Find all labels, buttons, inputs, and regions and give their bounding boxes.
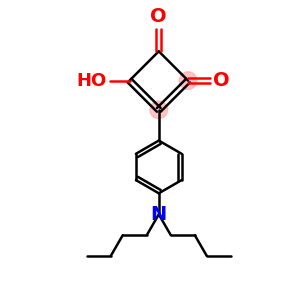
Circle shape bbox=[150, 101, 168, 118]
Text: N: N bbox=[151, 205, 167, 224]
Circle shape bbox=[179, 72, 197, 89]
Text: O: O bbox=[213, 71, 230, 90]
Text: HO: HO bbox=[76, 72, 107, 90]
Text: O: O bbox=[151, 8, 167, 26]
